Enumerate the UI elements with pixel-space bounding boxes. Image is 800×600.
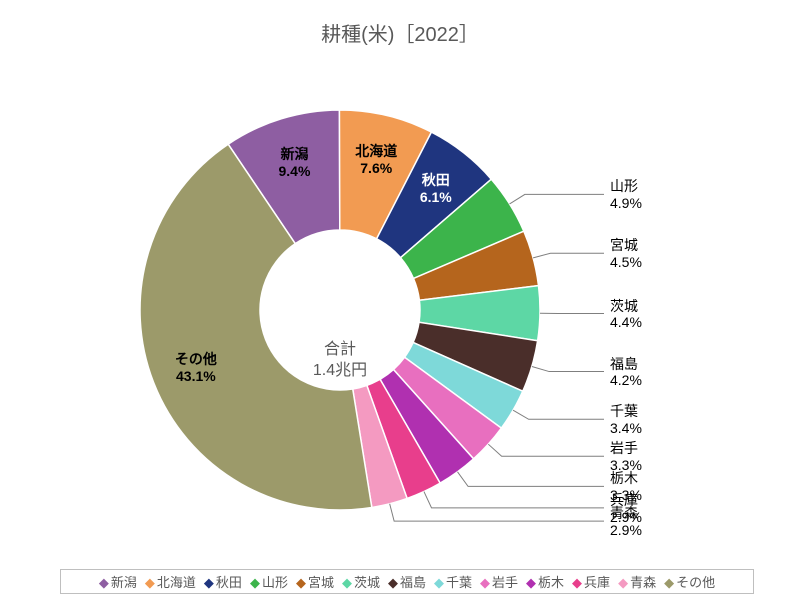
- legend-item-福島: ◆福島: [388, 572, 426, 591]
- slice-label-その他: その他43.1%: [156, 351, 236, 385]
- legend-item-青森: ◆青森: [618, 572, 656, 591]
- slice-label-千葉: 千葉3.4%: [610, 403, 642, 437]
- chart-title: 耕種(米)［2022］: [0, 18, 800, 47]
- legend-item-栃木: ◆栃木: [526, 572, 564, 591]
- legend-item-兵庫: ◆兵庫: [572, 572, 610, 591]
- slice-label-新潟: 新潟9.4%: [254, 146, 334, 180]
- center-total-label: 合計1.4兆円: [290, 340, 390, 382]
- slice-label-山形: 山形4.9%: [610, 178, 642, 212]
- legend-item-北海道: ◆北海道: [145, 572, 196, 591]
- legend-item-その他: ◆その他: [664, 572, 715, 591]
- slice-label-宮城: 宮城4.5%: [610, 237, 642, 271]
- legend-item-秋田: ◆秋田: [204, 572, 242, 591]
- slice-label-福島: 福島4.2%: [610, 356, 642, 390]
- legend-item-千葉: ◆千葉: [434, 572, 472, 591]
- slice-label-岩手: 岩手3.3%: [610, 440, 642, 474]
- legend-item-宮城: ◆宮城: [296, 572, 334, 591]
- legend-item-茨城: ◆茨城: [342, 572, 380, 591]
- slice-label-秋田: 秋田6.1%: [396, 172, 476, 206]
- legend-item-新潟: ◆新潟: [99, 572, 137, 591]
- pie-chart: 合計1.4兆円新潟9.4%北海道7.6%秋田6.1%その他43.1%山形4.9%…: [0, 50, 800, 550]
- legend: ◆新潟 ◆北海道 ◆秋田 ◆山形 ◆宮城 ◆茨城 ◆福島 ◆千葉 ◆岩手 ◆栃木 ◆兵庫 ◆青森 ◆その…: [60, 569, 754, 594]
- legend-item-岩手: ◆岩手: [480, 572, 518, 591]
- slice-label-青森: 青森2.9%: [610, 505, 642, 539]
- slice-label-茨城: 茨城4.4%: [610, 298, 642, 332]
- legend-item-山形: ◆山形: [250, 572, 288, 591]
